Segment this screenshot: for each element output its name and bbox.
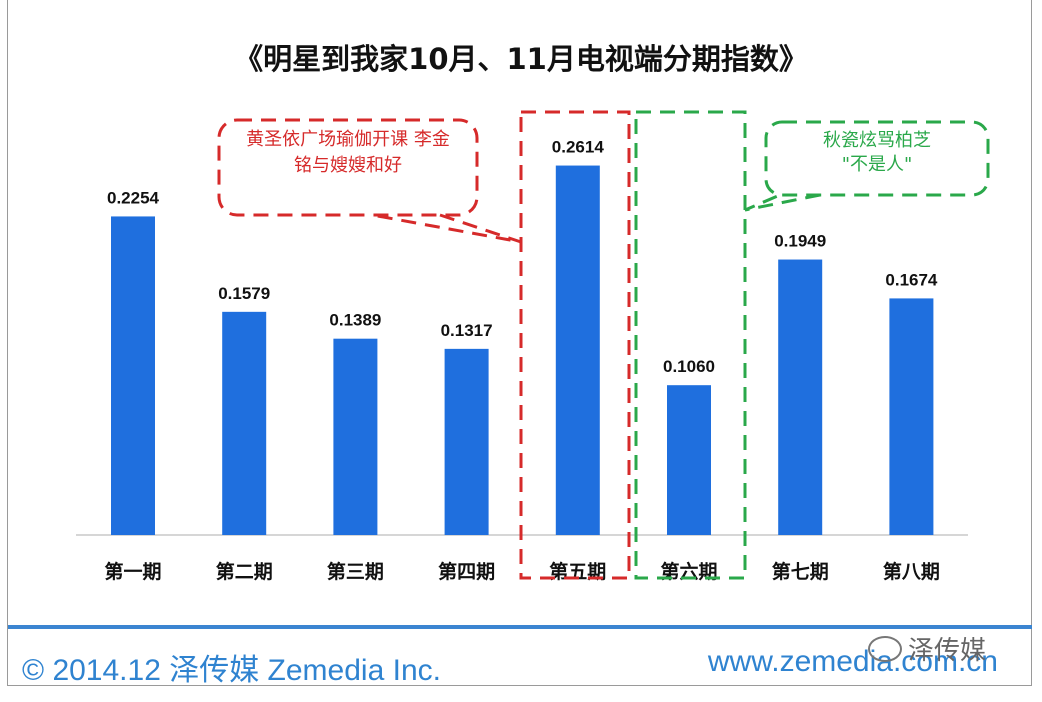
slide-frame <box>7 0 1032 686</box>
category-label-8: 第八期 <box>883 560 940 583</box>
callout-text-episode-5-line-2: 铭与嫂嫂和好 <box>294 155 402 176</box>
category-label-2: 第二期 <box>216 560 273 583</box>
callout-text-episode-6-line-2: "不是人" <box>842 154 913 175</box>
callout-text-episode-5-line-1: 黄圣依广场瑜伽开课 李金 <box>246 129 450 150</box>
watermark: 泽传媒 <box>868 630 986 667</box>
category-label-5: 第五期 <box>549 560 606 583</box>
bar-8 <box>889 298 934 535</box>
data-label-6: 0.1060 <box>663 357 715 376</box>
chart-title: 《明星到我家10月、11月电视端分期指数》 <box>234 42 808 76</box>
copyright-text: © 2014.12 泽传媒 Zemedia Inc. <box>22 654 441 687</box>
wechat-icon <box>868 635 902 662</box>
highlight-box-episode-5 <box>519 110 631 580</box>
data-label-7: 0.1949 <box>774 232 826 251</box>
category-label-3: 第三期 <box>327 560 384 583</box>
data-label-4: 0.1317 <box>441 321 493 340</box>
highlight-box-episode-6 <box>634 110 747 580</box>
bar-6 <box>667 385 711 535</box>
bar-5 <box>555 165 600 535</box>
data-label-2: 0.1579 <box>218 284 270 303</box>
callout-pointer-episode-6 <box>744 193 821 212</box>
bar-3 <box>333 338 378 535</box>
callout-text-episode-6-line-1: 秋瓷炫骂柏芝 <box>823 130 931 151</box>
bar-1 <box>111 216 155 535</box>
watermark-text: 泽传媒 <box>908 636 987 666</box>
data-label-5: 0.2614 <box>552 138 605 157</box>
data-label-8: 0.1674 <box>885 270 938 289</box>
category-label-4: 第四期 <box>438 560 495 583</box>
website-text: www.zemedia.com.cn <box>707 645 998 678</box>
bar-2 <box>222 311 267 535</box>
bar-7 <box>778 259 823 535</box>
category-label-7: 第七期 <box>772 560 829 583</box>
callout-box-episode-5 <box>217 118 479 217</box>
callout-box-episode-6 <box>764 120 990 197</box>
footer-divider <box>8 625 1032 629</box>
callout-pointer-episode-5 <box>371 213 522 244</box>
category-label-6: 第六期 <box>660 560 717 583</box>
bar-4 <box>444 348 489 535</box>
data-label-1: 0.2254 <box>107 188 160 207</box>
category-label-1: 第一期 <box>104 560 161 583</box>
data-label-3: 0.1389 <box>329 311 381 330</box>
